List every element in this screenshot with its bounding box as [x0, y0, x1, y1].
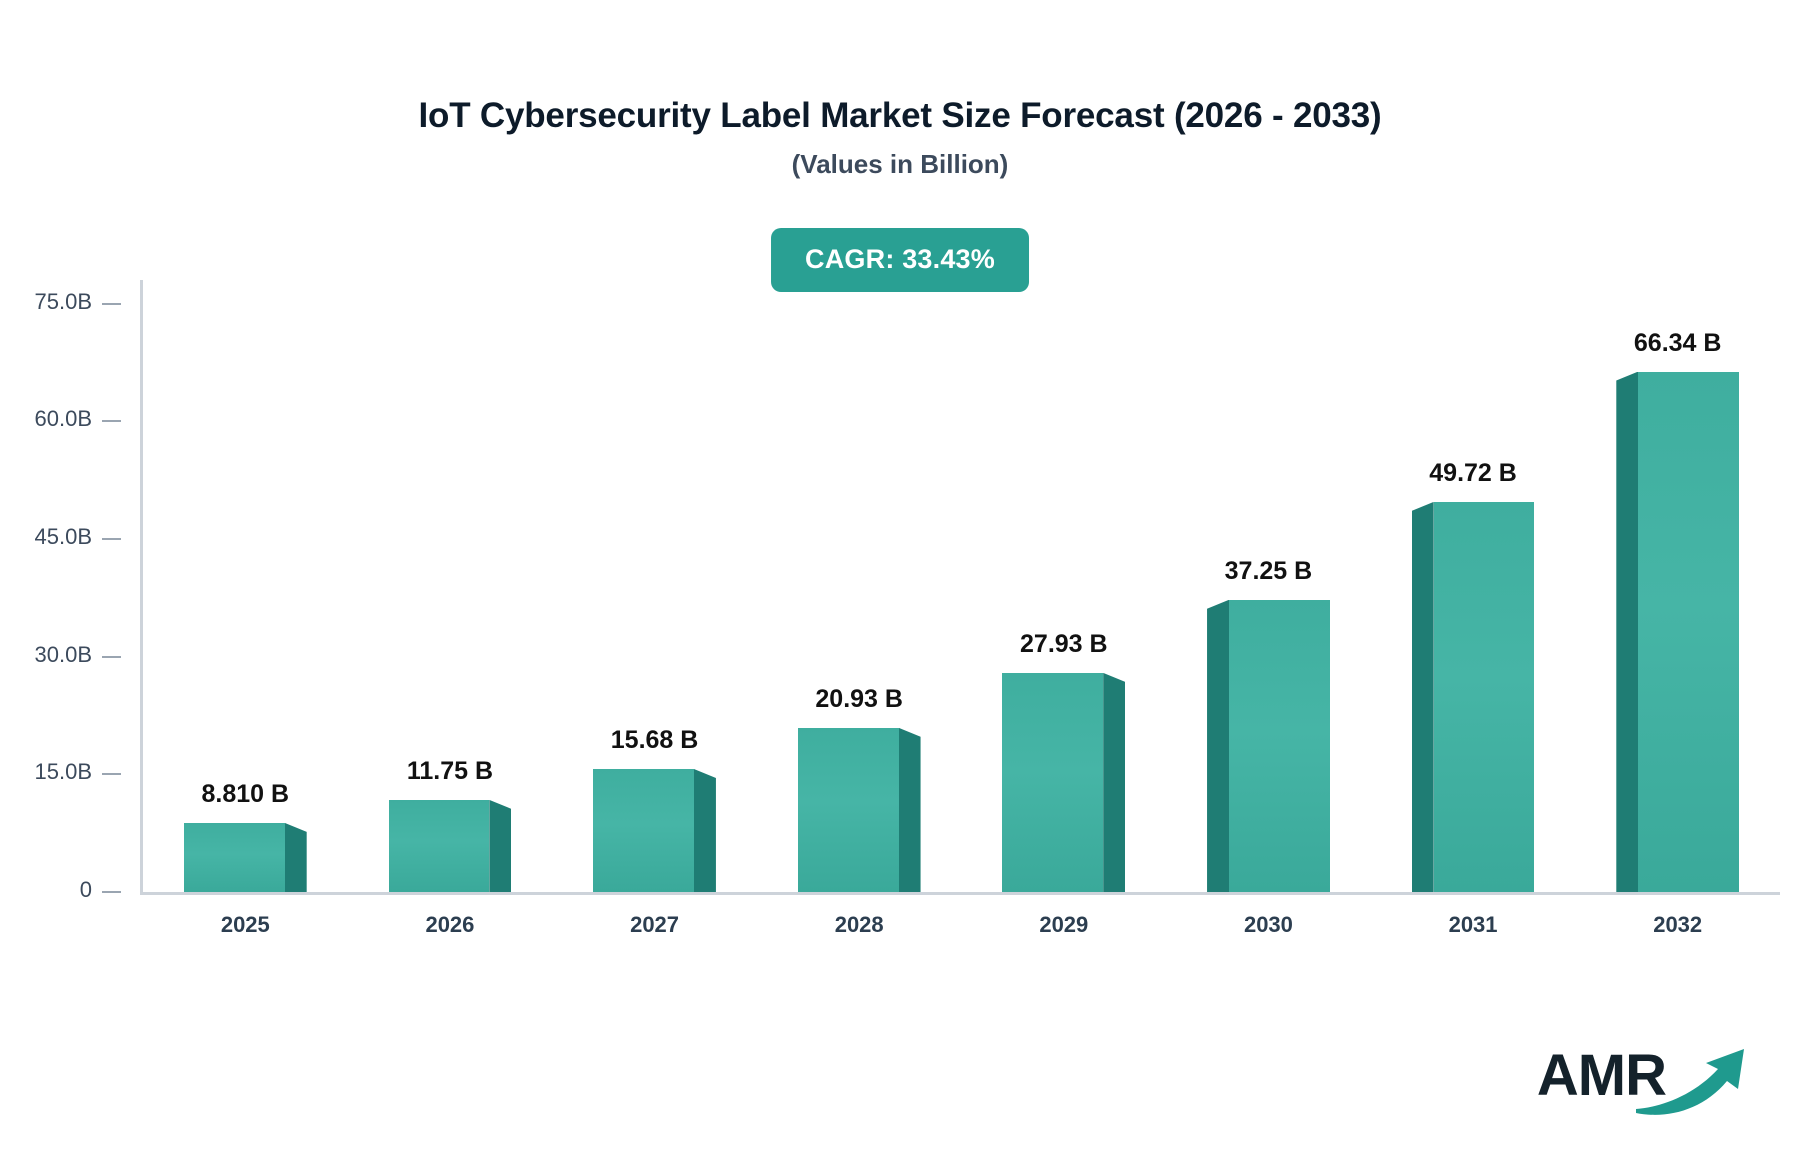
- bar-value-label: 11.75 B: [406, 756, 494, 785]
- x-axis-tick-label: 2026: [425, 912, 475, 937]
- bar-column[interactable]: 66.34 B: [1616, 280, 1740, 892]
- bar-face: [183, 822, 285, 892]
- x-axis-tick-label: 2032: [1653, 912, 1703, 937]
- bar-value-label: 27.93 B: [1020, 629, 1108, 658]
- x-axis-tick-label: 2031: [1448, 912, 1498, 937]
- bar-face: [1433, 501, 1535, 892]
- chart-header: IoT Cybersecurity Label Market Size Fore…: [0, 96, 1800, 180]
- bar-column[interactable]: 11.75 B: [388, 280, 512, 892]
- bar[interactable]: [183, 822, 307, 892]
- bar-face: [1638, 371, 1740, 892]
- bar-side-shade: [1616, 371, 1639, 892]
- bar-column[interactable]: 15.68 B: [593, 280, 716, 892]
- bar-column[interactable]: 20.93 B: [797, 280, 921, 892]
- y-axis-tick-label: 0: [79, 877, 92, 902]
- bar-side-shade: [284, 822, 307, 892]
- x-axis-tick-label: 2028: [834, 912, 884, 937]
- bar-value-label: 66.34 B: [1633, 328, 1722, 357]
- bar-side-shade: [1103, 672, 1126, 892]
- bar[interactable]: [797, 727, 921, 892]
- bar-value-label: 49.72 B: [1429, 458, 1517, 487]
- bar[interactable]: [1207, 599, 1330, 892]
- bar-side-shade: [1207, 599, 1230, 892]
- cagr-badge: CAGR: 33.43%: [771, 228, 1029, 292]
- bar-column[interactable]: 49.72 B: [1411, 280, 1535, 892]
- bar[interactable]: [1002, 672, 1126, 892]
- y-axis-tick-label: 30.0B: [34, 641, 93, 667]
- y-axis-line: [140, 280, 143, 894]
- x-axis-tick-label: 2027: [630, 912, 680, 937]
- bar-face: [797, 727, 899, 892]
- bar[interactable]: [1616, 371, 1740, 892]
- logo-text: AMR: [1536, 1043, 1667, 1108]
- y-axis-tick-label: 75.0B: [34, 288, 93, 314]
- bar-value-label: 37.25 B: [1224, 556, 1313, 585]
- bar[interactable]: [388, 799, 512, 892]
- x-axis-tick-label: 2030: [1243, 912, 1293, 937]
- x-axis-ticks: 2025 2026 2027 2028 2029 2030 2031 2032: [143, 912, 1780, 952]
- page-title: IoT Cybersecurity Label Market Size Fore…: [418, 96, 1382, 135]
- bar-column[interactable]: 37.25 B: [1207, 280, 1330, 892]
- y-axis-tick-label: 45.0B: [34, 523, 93, 549]
- bar-side-shade: [693, 768, 716, 892]
- growth-arrow-icon: [1632, 1043, 1752, 1124]
- bar-value-label: 15.68 B: [610, 725, 699, 754]
- bar-column[interactable]: 8.810 B: [183, 280, 307, 892]
- bar-face: [593, 768, 694, 892]
- bar-value-label: 20.93 B: [815, 684, 903, 713]
- bar-value-label: 8.810 B: [201, 779, 290, 808]
- y-axis-tick-mark: [102, 420, 121, 423]
- bar-face: [1002, 672, 1104, 892]
- y-axis-tick-label: 60.0B: [34, 406, 93, 432]
- y-axis-tick-label: 15.0B: [34, 759, 93, 785]
- bar-side-shade: [898, 727, 921, 892]
- bar[interactable]: [1411, 501, 1535, 892]
- y-axis-tick-mark: [102, 891, 121, 893]
- amr-logo: AMR: [1536, 1038, 1752, 1115]
- bar-side-shade: [489, 799, 512, 892]
- y-axis-tick-mark: [102, 773, 121, 776]
- bar-series: 8.810 B 11.75 B 15.68 B 20.93 B 27.93 B 37.25…: [143, 280, 1780, 892]
- x-axis-line: [140, 892, 1780, 895]
- y-axis-tick-mark: [102, 655, 121, 658]
- bar-face: [1229, 599, 1330, 892]
- y-axis-tick-mark: [102, 302, 121, 305]
- y-axis-tick-mark: [102, 537, 121, 540]
- bar-face: [388, 799, 490, 892]
- bar-side-shade: [1411, 501, 1434, 892]
- x-axis-tick-label: 2029: [1039, 912, 1089, 937]
- bar-column[interactable]: 27.93 B: [1002, 280, 1126, 892]
- chart-subtitle: (Values in Billion): [791, 149, 1009, 180]
- bar[interactable]: [593, 768, 716, 892]
- x-axis-tick-label: 2025: [220, 912, 270, 937]
